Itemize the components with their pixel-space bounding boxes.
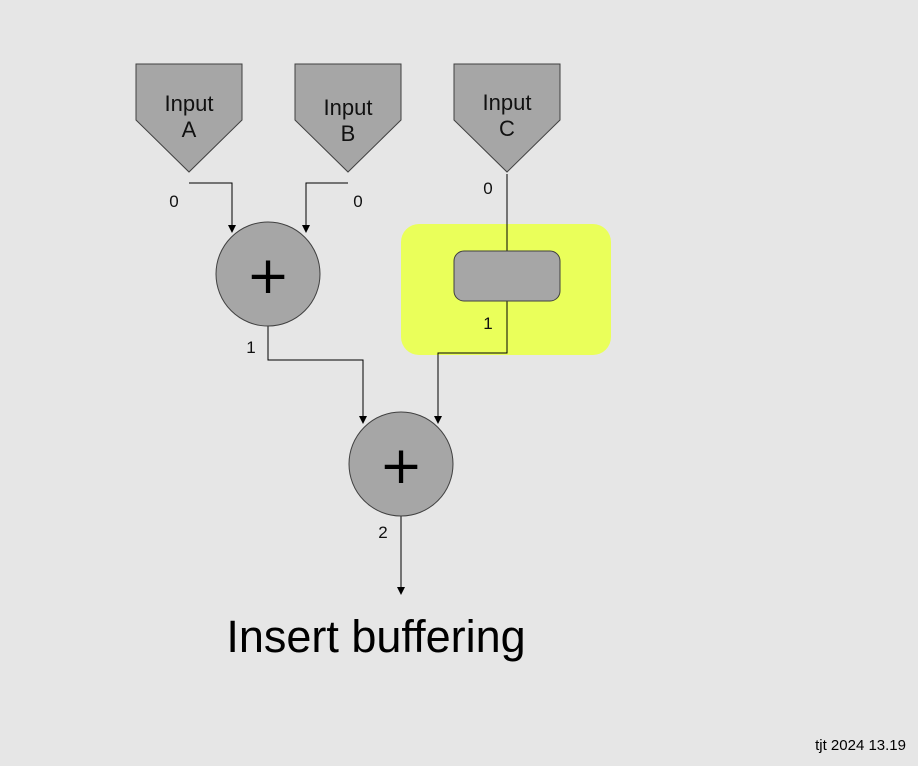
input-c-label-line1: Input [483,90,532,115]
wire-input-a-to-adder-1 [189,182,236,233]
stage-label-input-c: 0 [483,179,492,198]
wire-adder-1-to-adder-2 [267,326,367,424]
input-a-label-line2: A [182,117,197,142]
plus-icon: + [246,246,290,306]
wire-buffer-to-adder-2 [434,301,508,424]
stage-label-buffer: 1 [483,314,492,333]
slide-footer: tjt 2024 13.19 [815,737,906,754]
plus-icon: + [379,436,423,496]
wire-input-b-to-adder-1 [302,182,348,233]
stage-label-adder-1: 1 [246,338,255,357]
input-b-node: Input B [294,63,402,173]
stage-label-input-a: 0 [169,192,178,211]
buffer-block [453,250,561,302]
stage-label-adder-2: 2 [378,523,387,542]
input-b-label-line2: B [341,121,356,146]
input-b-label-line1: Input [324,95,373,120]
input-a-node: Input A [135,63,243,173]
adder-1: + [215,221,321,327]
input-a-shape [135,63,243,173]
stage-label-input-b: 0 [353,192,362,211]
input-a-label-line1: Input [165,91,214,116]
adder-2-circle [348,411,454,517]
diagram-caption: Insert buffering [226,611,525,662]
adder-1-circle [215,221,321,327]
input-c-shape [453,63,561,173]
input-c-node: Input C [453,63,561,173]
input-b-shape [294,63,402,173]
adder-2: + [348,411,454,517]
input-c-label-line2: C [499,116,515,141]
